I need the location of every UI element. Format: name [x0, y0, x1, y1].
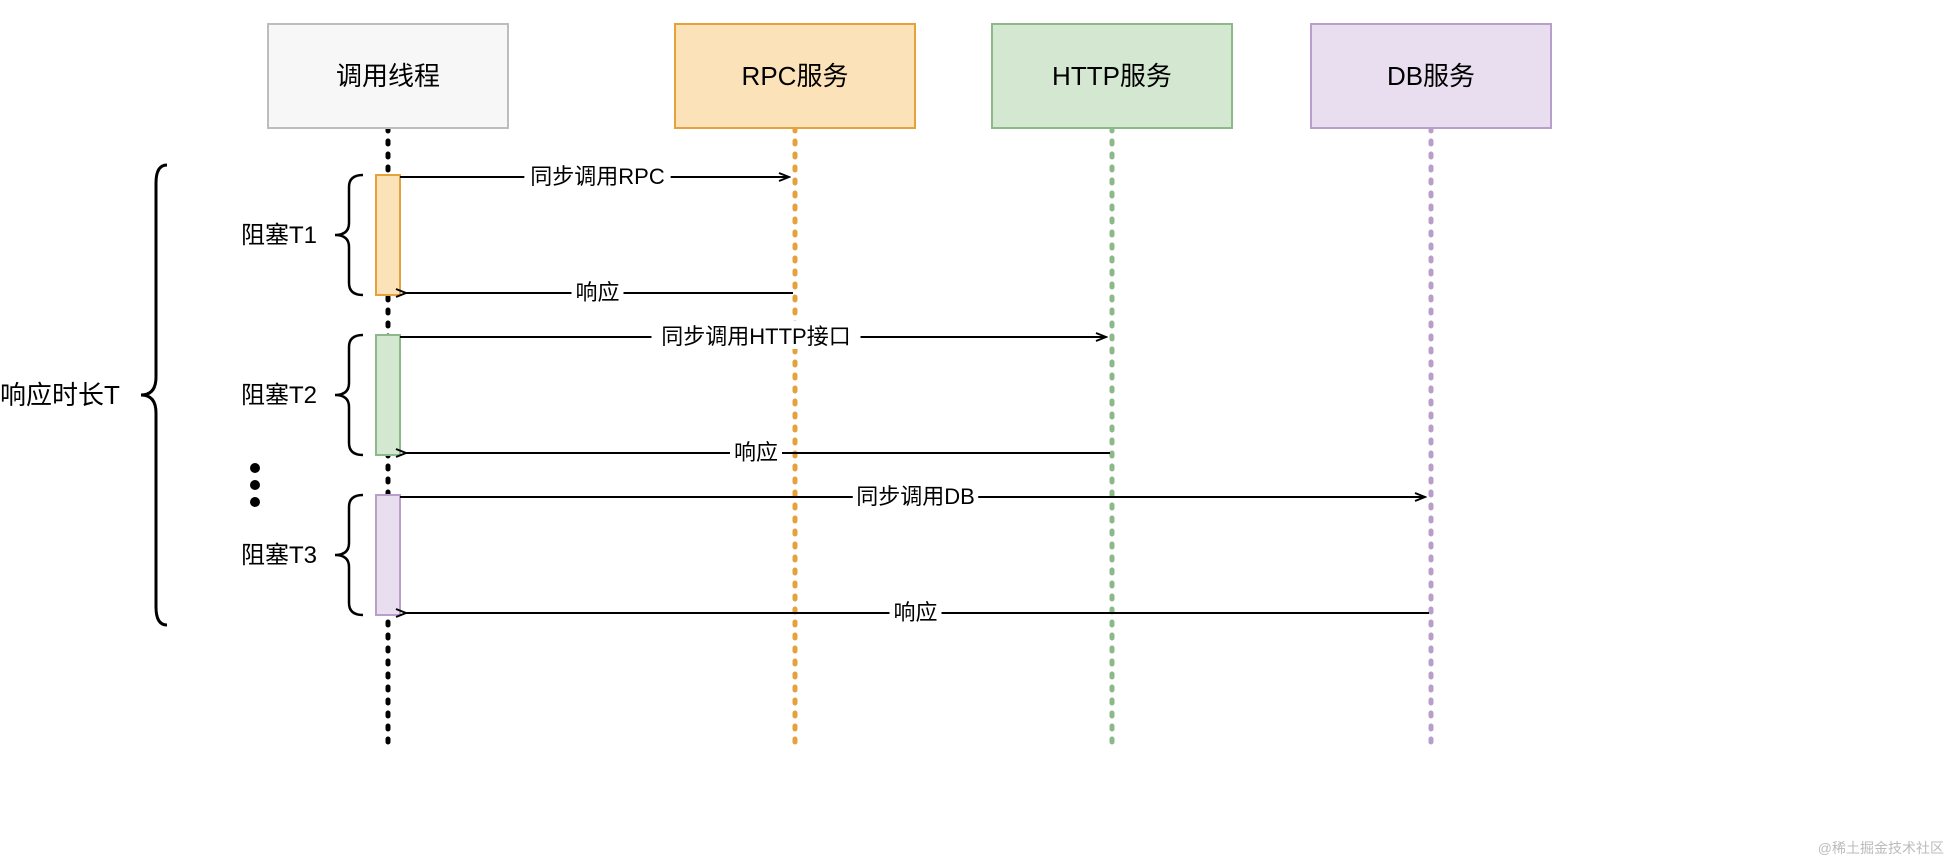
ellipsis-dot-0 [250, 463, 260, 473]
brace-t2 [335, 335, 363, 455]
brace-label-t1: 阻塞T1 [241, 222, 317, 249]
brace-t3 [335, 495, 363, 615]
brace-label-t2: 阻塞T2 [241, 382, 317, 409]
sequence-diagram: 调用线程 RPC服务 HTTP服务 DB服务同步调用RPC 响应 阻塞T1 同步调用HTTP… [0, 0, 1956, 866]
label-resp-t3: 响应 [893, 600, 937, 625]
label-resp-t2: 响应 [734, 440, 778, 465]
big-brace-label: 响应时长T [0, 380, 120, 410]
activation-t2 [376, 335, 400, 455]
big-brace [141, 165, 167, 625]
brace-label-t3: 阻塞T3 [241, 542, 317, 569]
activation-t1 [376, 175, 400, 295]
label-req-t3: 同步调用DB [856, 484, 975, 509]
label-req-t2: 同步调用HTTP接口 [661, 324, 850, 349]
watermark: @稀土掘金技术社区 [1818, 838, 1944, 858]
activation-t3 [376, 495, 400, 615]
lane-title-rpc: RPC服务 [742, 61, 849, 91]
label-req-t1: 同步调用RPC [530, 164, 665, 189]
label-resp-t1: 响应 [575, 280, 619, 305]
ellipsis-dot-1 [250, 480, 260, 490]
lane-title-db: DB服务 [1387, 61, 1475, 91]
ellipsis-dot-2 [250, 497, 260, 507]
lane-title-http: HTTP服务 [1052, 61, 1172, 91]
lane-title-caller: 调用线程 [336, 61, 440, 91]
brace-t1 [335, 175, 363, 295]
